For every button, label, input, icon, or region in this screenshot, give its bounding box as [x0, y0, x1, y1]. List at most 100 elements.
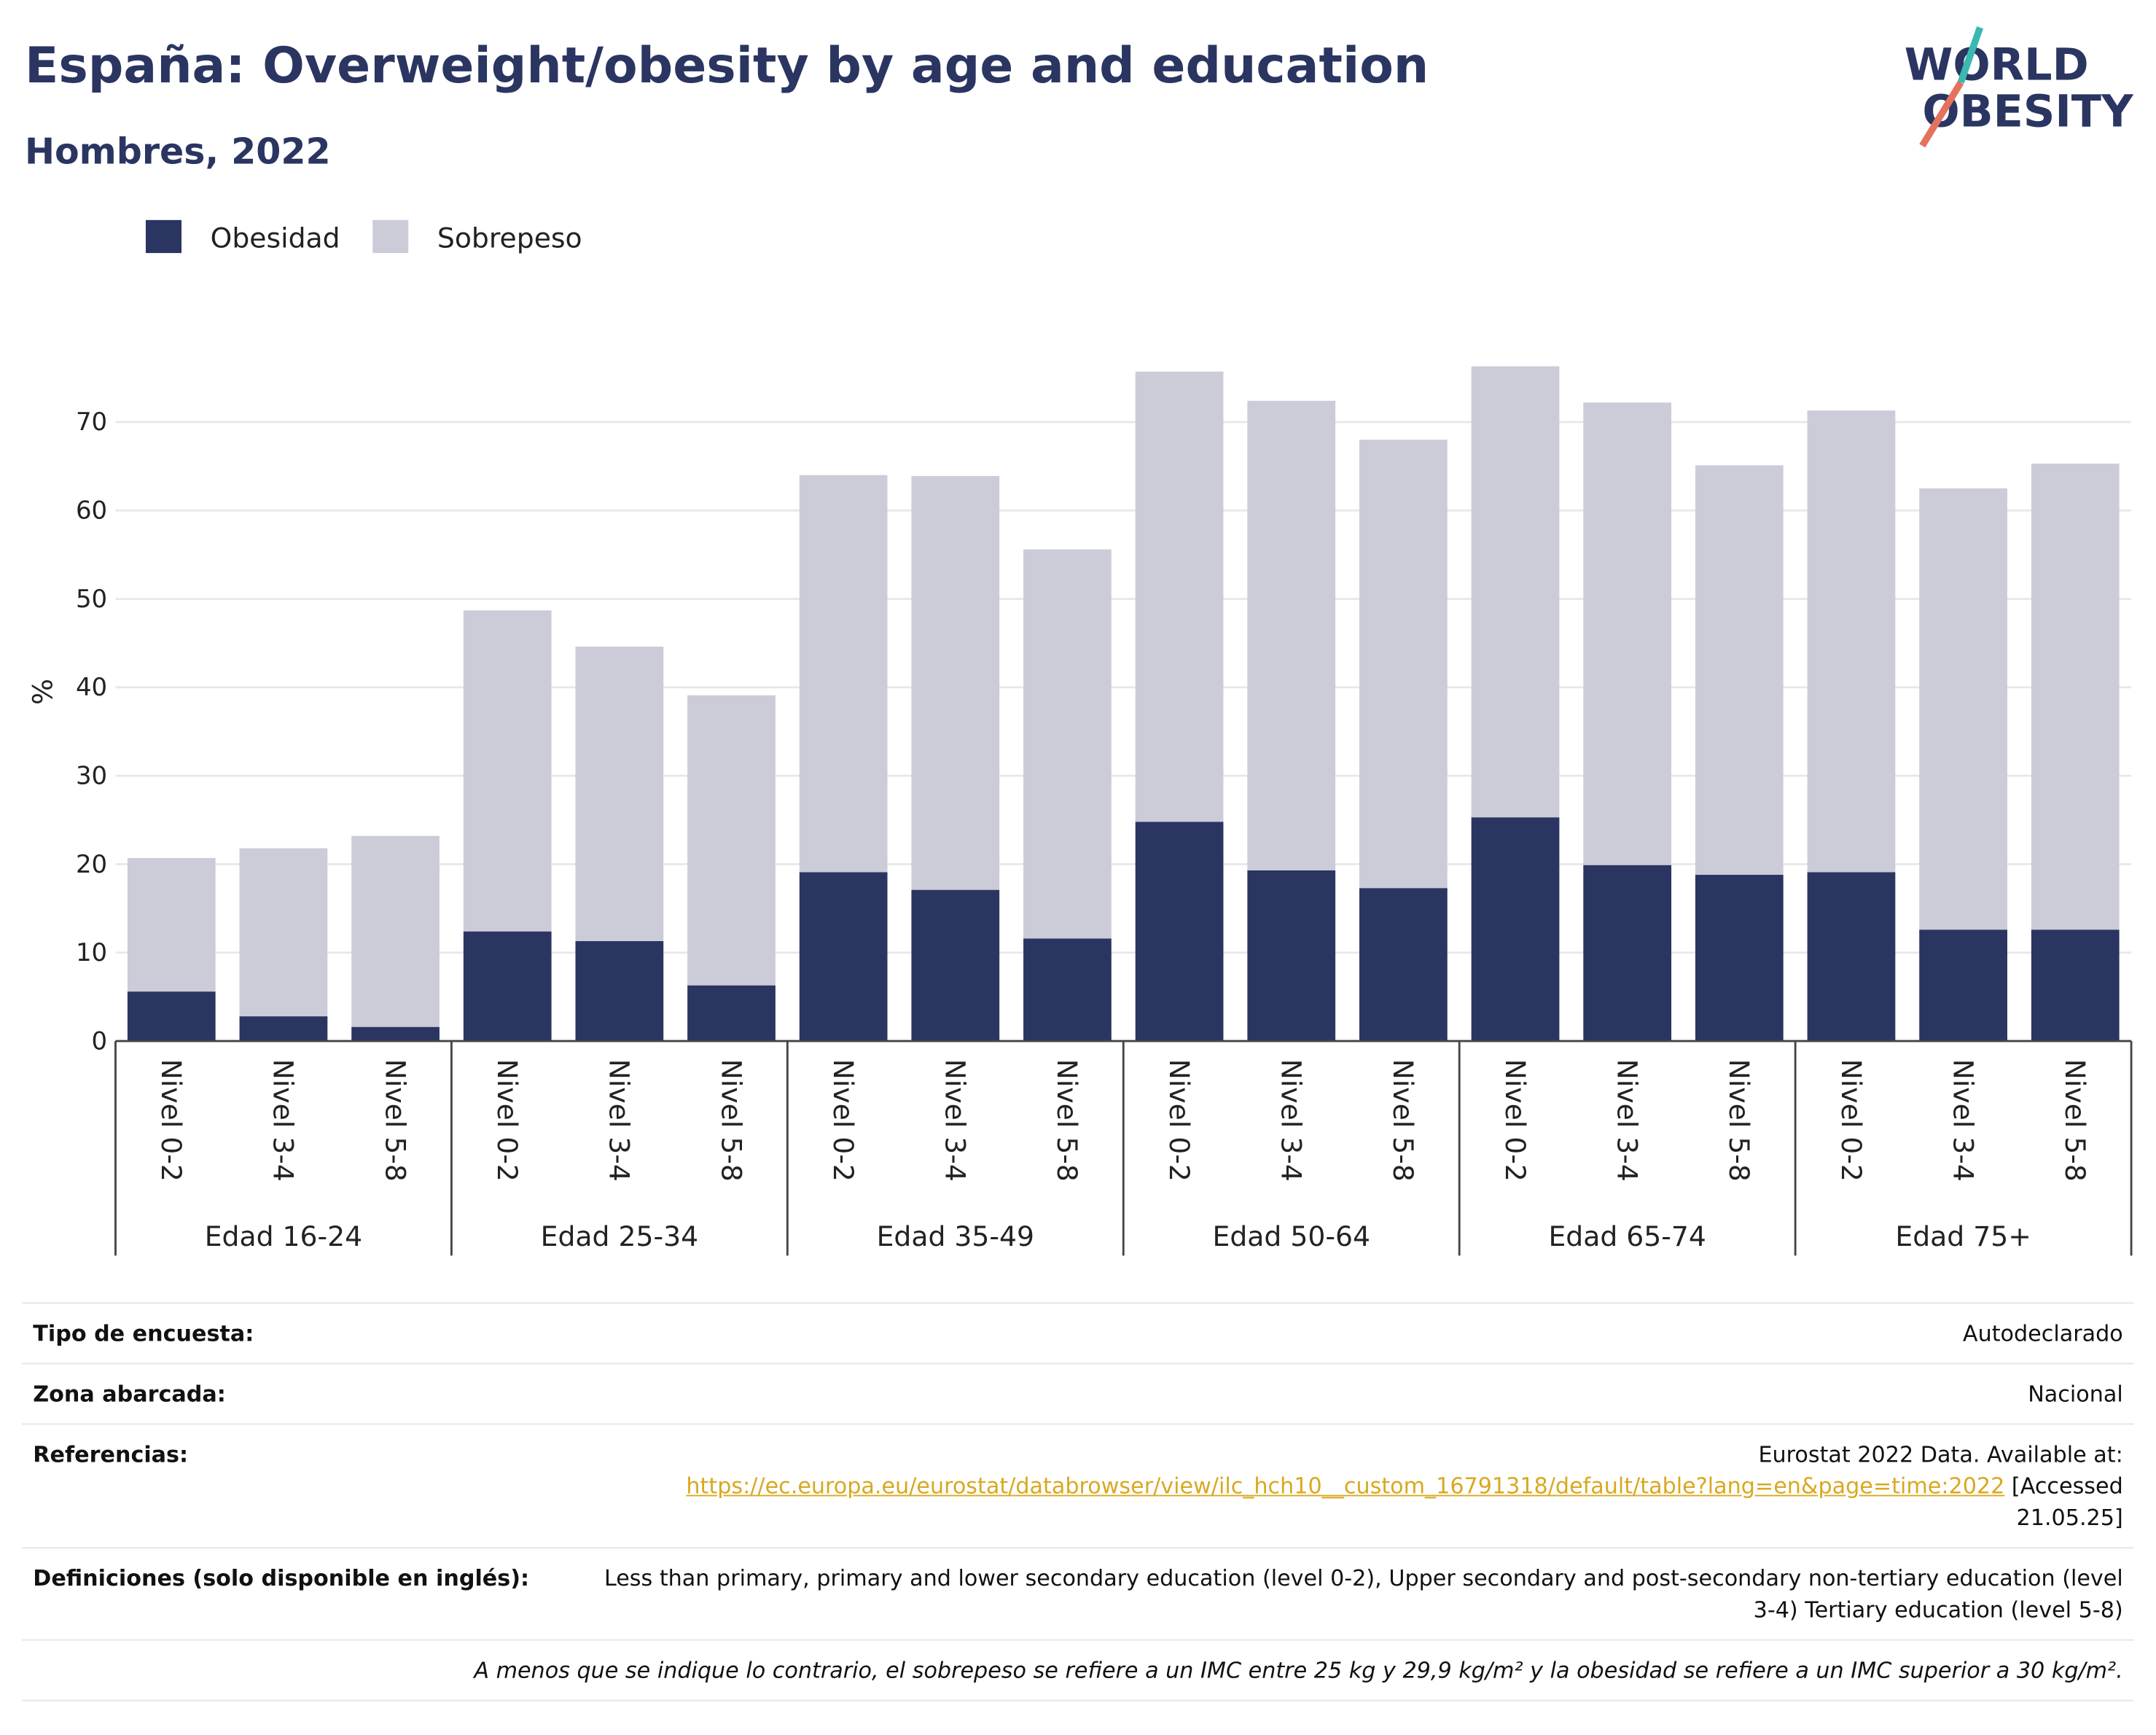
x-tick-label: Nivel 3-4 [1947, 1059, 1979, 1182]
bar-segment [1919, 929, 2007, 1042]
bar-segment [351, 835, 440, 1027]
footer-row: A menos que se indique lo contrario, el … [22, 1639, 2134, 1701]
group-label: Edad 35-49 [877, 1220, 1034, 1252]
bar-segment [239, 1016, 328, 1042]
bar-segment [1807, 410, 1896, 873]
bar-segment [1023, 938, 1112, 1042]
legend-label: Sobrepeso [437, 222, 582, 254]
x-tick-label: Nivel 0-2 [1835, 1059, 1867, 1182]
bar-segment [1471, 366, 1560, 818]
x-tick-label: Nivel 0-2 [1499, 1059, 1531, 1182]
bar-segment [911, 475, 1000, 890]
group-label: Edad 65-74 [1548, 1220, 1706, 1252]
footer-value: Eurostat 2022 Data. Available at: https:/… [583, 1438, 2123, 1533]
logo-slash [1919, 80, 1964, 148]
x-tick-label: Nivel 3-4 [604, 1059, 636, 1182]
footer-row: Referencias: Eurostat 2022 Data. Availabl… [22, 1423, 2134, 1548]
footer-value: Less than primary, primary and lower sec… [585, 1562, 2123, 1626]
x-tick-label: Nivel 3-4 [940, 1059, 972, 1182]
bar-segment [1247, 400, 1336, 870]
bar-segment [799, 872, 888, 1042]
x-tick-label: Nivel 5-8 [1387, 1059, 1419, 1182]
x-tick-label: Nivel 0-2 [1163, 1059, 1195, 1182]
logo-text: OBESITY [1922, 87, 2134, 138]
bar-segment [1471, 817, 1560, 1042]
legend-swatch [372, 219, 409, 254]
bar-segment [127, 991, 216, 1042]
x-tick-label: Nivel 3-4 [267, 1059, 300, 1182]
legend-label: Obesidad [211, 222, 340, 254]
footer-note: A menos que se indique lo contrario, el … [474, 1657, 2123, 1684]
group-label: Edad 75+ [1895, 1220, 2031, 1252]
footer-label: Referencias: [33, 1441, 189, 1467]
footer-text: Less than primary, primary and lower sec… [604, 1564, 2123, 1623]
bar-segment [239, 848, 328, 1017]
bar-segment [575, 941, 664, 1042]
y-tick-label: 0 [92, 1026, 108, 1056]
legend-swatch [145, 219, 182, 254]
y-tick-label: 50 [76, 585, 107, 614]
bar-segment [463, 610, 552, 932]
bar-segment [1583, 402, 1672, 865]
bar-segment [2031, 929, 2120, 1042]
x-tick-label: Nivel 0-2 [827, 1059, 859, 1182]
footer-value: Autodeclarado [1963, 1317, 2123, 1349]
footer-row: Zona abarcada: Nacional [22, 1362, 2134, 1424]
y-tick-label: 10 [76, 938, 107, 967]
y-tick-label: 60 [76, 496, 107, 526]
logo: WORLD OBESITY [1905, 26, 2134, 148]
logo-text: WORLD [1905, 39, 2089, 90]
footer-text: [Accessed 21.05.25] [2011, 1473, 2123, 1531]
chart: España: Overweight/obesity by age and ed… [25, 26, 2134, 1256]
y-tick-label: 70 [76, 408, 107, 437]
bar-segment [1695, 875, 1784, 1042]
x-tick-label: Nivel 3-4 [1276, 1059, 1308, 1182]
footer: Tipo de encuesta: Autodeclarado Zona abarc… [22, 1302, 2134, 1701]
bar-segment [1583, 865, 1672, 1042]
x-tick-label: Nivel 5-8 [715, 1059, 747, 1182]
y-tick-label: 30 [76, 761, 107, 790]
group-label: Edad 25-34 [541, 1220, 698, 1252]
footer-row: Tipo de encuesta: Autodeclarado [22, 1302, 2134, 1363]
bar-segment [911, 889, 1000, 1042]
bar-segment [1807, 872, 1896, 1042]
footer-row: Definiciones (solo disponible en inglés)… [22, 1547, 2134, 1639]
footer-label: Tipo de encuesta: [33, 1320, 254, 1346]
bar-segment [1135, 371, 1224, 822]
footer-text: Nacional [2028, 1381, 2123, 1407]
footer-text: Eurostat 2022 Data. Available at: [1758, 1441, 2123, 1467]
footer-value: Nacional [2028, 1378, 2123, 1409]
bar-segment [1023, 549, 1112, 939]
bar-segment [1919, 488, 2007, 930]
x-tick-label: Nivel 3-4 [1611, 1059, 1643, 1182]
bar-segment [799, 475, 888, 873]
footer-text: Autodeclarado [1962, 1320, 2123, 1346]
bar-segment [127, 857, 216, 992]
group-label: Edad 50-64 [1213, 1220, 1370, 1252]
bar-segment [463, 931, 552, 1042]
footer-label: Zona abarcada: [33, 1381, 226, 1407]
chart-title: España: Overweight/obesity by age and ed… [25, 37, 1429, 95]
y-tick-label: 40 [76, 673, 107, 702]
y-axis-label: % [27, 679, 59, 705]
bar-segment [687, 985, 776, 1042]
x-tick-label: Nivel 0-2 [155, 1059, 187, 1182]
y-tick-label: 20 [76, 850, 107, 879]
x-tick-label: Nivel 5-8 [1051, 1059, 1083, 1182]
bar-segment [1247, 870, 1336, 1042]
bar-segment [351, 1026, 440, 1042]
logo-slash [1957, 26, 1984, 84]
bar-segment [2031, 463, 2120, 930]
x-tick-label: Nivel 0-2 [491, 1059, 523, 1182]
x-tick-label: Nivel 5-8 [379, 1059, 411, 1182]
group-label: Edad 16-24 [205, 1220, 362, 1252]
x-tick-label: Nivel 5-8 [1723, 1059, 1755, 1182]
bar-segment [575, 647, 664, 942]
footer-label: Definiciones (solo disponible en inglés)… [33, 1564, 530, 1591]
chart-subtitle: Hombres, 2022 [25, 130, 331, 172]
bar-segment [1359, 440, 1448, 889]
bar-segment [687, 695, 776, 986]
link[interactable]: https://ec.europa.eu/eurostat/databrowse… [686, 1473, 2005, 1500]
